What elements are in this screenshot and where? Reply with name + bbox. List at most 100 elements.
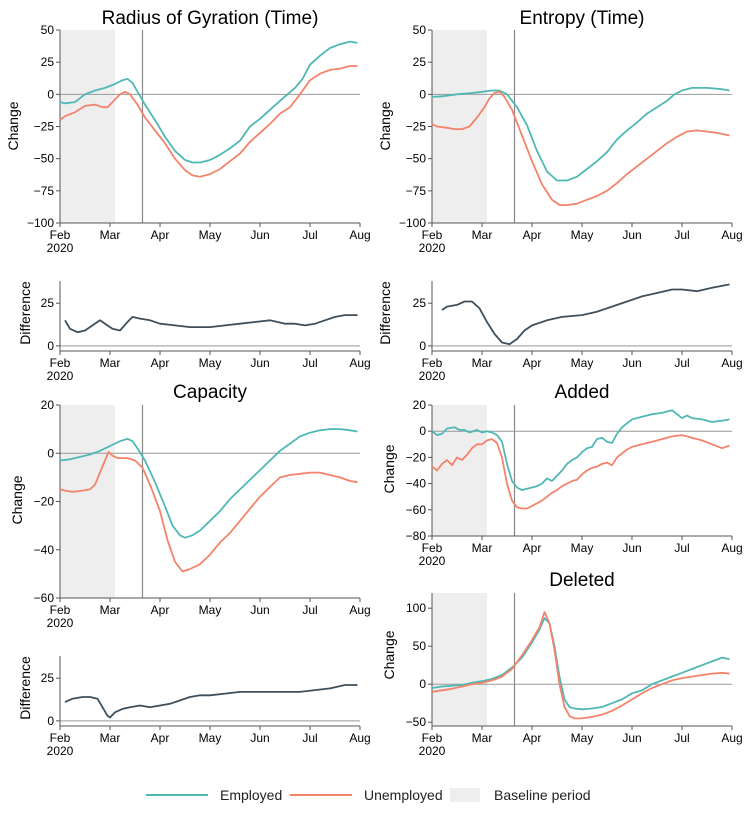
capacity-ytick-label: −40 bbox=[34, 543, 55, 557]
capacity-xtick-label: Apr bbox=[151, 603, 170, 617]
capacity-ytick-label: −60 bbox=[34, 591, 55, 605]
employed-swatch bbox=[146, 794, 208, 796]
radius-ytick-label: −25 bbox=[34, 120, 55, 134]
entropy-xtick-label: Jul bbox=[674, 228, 689, 242]
deleted-xtick-label: Jul bbox=[674, 731, 689, 745]
added-ytick-label: −80 bbox=[406, 529, 427, 543]
radius-xtick-label: Jun bbox=[250, 228, 269, 242]
deleted-ytick-label: 100 bbox=[406, 601, 426, 615]
added-title: Added bbox=[555, 382, 610, 403]
legend: Employed Unemployed Baseline period bbox=[0, 777, 748, 811]
radius-ytick-label: −75 bbox=[34, 184, 55, 198]
radius-xtick-label: Mar bbox=[100, 228, 121, 242]
deleted-employed-line bbox=[431, 617, 730, 711]
legend-baseline: Baseline period bbox=[450, 785, 591, 805]
entropy-diff-ytick-label: 25 bbox=[413, 296, 427, 310]
added-ytick-label: 0 bbox=[419, 424, 426, 438]
entropy-diff-xtick-label: May bbox=[571, 356, 594, 370]
entropy-diff-ytick-label: 0 bbox=[419, 339, 426, 353]
radius-diff-ytick-label: 25 bbox=[41, 296, 55, 310]
added-ylabel: Change bbox=[381, 444, 397, 493]
entropy-ytick-label: −25 bbox=[406, 120, 427, 134]
deleted-title: Deleted bbox=[549, 570, 615, 591]
radius-diff-xtick-label: May bbox=[199, 356, 222, 370]
capacity-xtick-label: Jun bbox=[250, 603, 269, 617]
deleted-xtick-label: May bbox=[571, 731, 594, 745]
legend-employed: Employed bbox=[146, 785, 282, 805]
capacity-diff-xtick-label: Jul bbox=[302, 731, 317, 745]
entropy-employed-line bbox=[431, 87, 730, 182]
added-employed-line bbox=[431, 409, 730, 491]
capacity-xtick-label: Aug bbox=[349, 603, 370, 617]
capacity-xtick-label: May bbox=[199, 603, 222, 617]
added-ytick-label: −60 bbox=[406, 503, 427, 517]
radius-diff-ytick-label: 0 bbox=[47, 339, 54, 353]
entropy-xtick-label: Feb 2020 bbox=[419, 228, 446, 255]
entropy-diff-xtick-label: Feb 2020 bbox=[419, 356, 446, 383]
radius-ytick-label: −50 bbox=[34, 152, 55, 166]
entropy-ytick-label: 0 bbox=[419, 87, 426, 101]
entropy-unemployed-line bbox=[431, 90, 730, 206]
added-ytick-label: 20 bbox=[413, 398, 427, 412]
radius-employed-line bbox=[59, 40, 358, 164]
legend-unemployed-label: Unemployed bbox=[364, 787, 443, 803]
radius-diff-xtick-label: Aug bbox=[349, 356, 370, 370]
capacity-xtick-label: Jul bbox=[302, 603, 317, 617]
legend-baseline-label: Baseline period bbox=[494, 787, 591, 803]
deleted-xtick-label: Aug bbox=[721, 731, 742, 745]
figure-canvas: Radius of Gyration (Time) Entropy (Time)… bbox=[5, 8, 743, 758]
capacity-unemployed-line bbox=[59, 451, 358, 573]
capacity-diff-ytick-label: 25 bbox=[41, 671, 55, 685]
radius-diff-xtick-label: Mar bbox=[100, 356, 121, 370]
entropy-ytick-label: −75 bbox=[406, 184, 427, 198]
capacity-xtick-label: Feb 2020 bbox=[47, 603, 74, 630]
entropy-xtick-label: May bbox=[571, 228, 594, 242]
added-xtick-label: Jun bbox=[622, 541, 641, 555]
radius-diff-xtick-label: Jun bbox=[250, 356, 269, 370]
radius-xtick-label: Jul bbox=[302, 228, 317, 242]
capacity-ytick-label: 0 bbox=[47, 446, 54, 460]
entropy-diff-xtick-label: Aug bbox=[721, 356, 742, 370]
radius-diff-xtick-label: Feb 2020 bbox=[47, 356, 74, 383]
radius-diff-xtick-label: Apr bbox=[151, 356, 170, 370]
entropy-xtick-label: Apr bbox=[523, 228, 542, 242]
capacity-diff-xtick-label: Jun bbox=[250, 731, 269, 745]
entropy-diff-ylabel: Difference bbox=[377, 281, 393, 345]
entropy-diff-xtick-label: Jul bbox=[674, 356, 689, 370]
capacity-diff-difference-line bbox=[64, 684, 358, 719]
entropy-diff-xtick-label: Jun bbox=[622, 356, 641, 370]
deleted-xtick-label: Mar bbox=[472, 731, 493, 745]
radius-ytick-label: 25 bbox=[41, 55, 55, 69]
radius-xtick-label: May bbox=[199, 228, 222, 242]
radius-ytick-label: 0 bbox=[47, 87, 54, 101]
radius-xtick-label: Feb 2020 bbox=[47, 228, 74, 255]
entropy-xtick-label: Jun bbox=[622, 228, 641, 242]
entropy-ytick-label: 25 bbox=[413, 55, 427, 69]
deleted-xtick-label: Jun bbox=[622, 731, 641, 745]
deleted-ytick-label: 0 bbox=[419, 677, 426, 691]
legend-employed-label: Employed bbox=[220, 787, 283, 803]
capacity-diff-ylabel: Difference bbox=[17, 656, 33, 720]
added-xtick-label: Feb 2020 bbox=[419, 541, 446, 568]
added-ytick-label: −20 bbox=[406, 450, 427, 464]
added-unemployed-line bbox=[431, 434, 730, 510]
radius-xtick-label: Aug bbox=[349, 228, 370, 242]
radius-diff-ylabel: Difference bbox=[17, 281, 33, 345]
deleted-ytick-label: −50 bbox=[406, 715, 427, 729]
entropy-xtick-label: Mar bbox=[472, 228, 493, 242]
capacity-employed-line bbox=[59, 428, 358, 539]
capacity-diff-xtick-label: Aug bbox=[349, 731, 370, 745]
radius-title: Radius of Gyration (Time) bbox=[102, 8, 319, 29]
deleted-xtick-label: Apr bbox=[523, 731, 542, 745]
capacity-baseline-shade bbox=[60, 405, 115, 598]
entropy-diff-difference-line bbox=[441, 283, 730, 346]
added-baseline-shade bbox=[432, 405, 487, 536]
entropy-xtick-label: Aug bbox=[721, 228, 742, 242]
entropy-diff-xtick-label: Apr bbox=[523, 356, 542, 370]
added-xtick-label: Jul bbox=[674, 541, 689, 555]
radius-baseline-shade bbox=[60, 30, 115, 223]
added-ytick-label: −40 bbox=[406, 477, 427, 491]
entropy-diff-xtick-label: Mar bbox=[472, 356, 493, 370]
deleted-unemployed-line bbox=[431, 611, 730, 720]
capacity-ytick-label: −20 bbox=[34, 495, 55, 509]
